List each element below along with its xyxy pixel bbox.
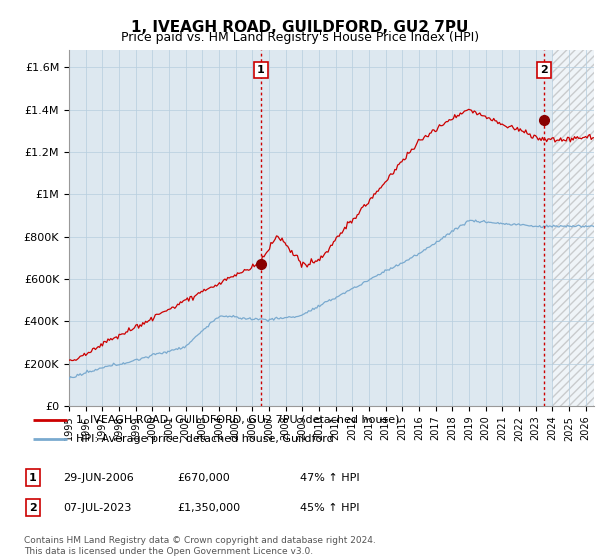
Text: 1: 1 [29,473,37,483]
Bar [553,50,594,406]
Text: £1,350,000: £1,350,000 [177,503,240,513]
Text: HPI: Average price, detached house, Guildford: HPI: Average price, detached house, Guil… [76,435,334,444]
Text: 1, IVEAGH ROAD, GUILDFORD, GU2 7PU: 1, IVEAGH ROAD, GUILDFORD, GU2 7PU [131,20,469,35]
Text: 1: 1 [257,64,265,74]
Text: Contains HM Land Registry data © Crown copyright and database right 2024.
This d: Contains HM Land Registry data © Crown c… [24,536,376,556]
Text: 1, IVEAGH ROAD, GUILDFORD, GU2 7PU (detached house): 1, IVEAGH ROAD, GUILDFORD, GU2 7PU (deta… [76,415,400,424]
Text: 29-JUN-2006: 29-JUN-2006 [63,473,134,483]
Text: Price paid vs. HM Land Registry's House Price Index (HPI): Price paid vs. HM Land Registry's House … [121,31,479,44]
Text: £670,000: £670,000 [177,473,230,483]
Text: 2: 2 [540,64,548,74]
Text: 07-JUL-2023: 07-JUL-2023 [63,503,131,513]
Text: 45% ↑ HPI: 45% ↑ HPI [300,503,359,513]
Text: 47% ↑ HPI: 47% ↑ HPI [300,473,359,483]
Text: 2: 2 [29,503,37,513]
